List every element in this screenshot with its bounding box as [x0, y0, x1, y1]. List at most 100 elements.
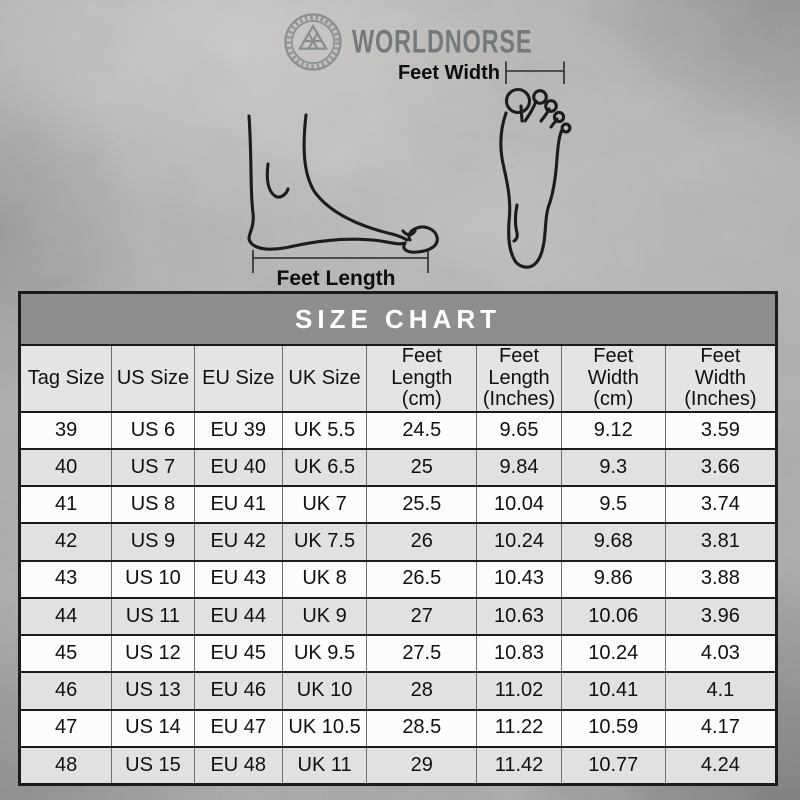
table-cell-tag-size: 45: [21, 636, 113, 672]
table-cell-feet-width-inches: 4.1: [706, 679, 735, 702]
column-header-feet-length-inches: Feet Length (Inches): [477, 345, 562, 411]
table-cell-feet-width-cm: 9.12: [562, 412, 666, 448]
table-cell-us-size: US 11: [112, 598, 195, 635]
table-cell-feet-length-inches: 10.24: [477, 524, 562, 560]
table-cell-feet-length-cm: 27.5: [367, 636, 478, 672]
table-cell-feet-width-inches: 4.17: [700, 716, 740, 739]
table-cell-feet-length-inches: 10.43: [477, 561, 562, 597]
table-cell-feet-length-inches: 10.83: [477, 636, 562, 672]
table-cell-feet-length-cm: 26.5: [367, 561, 478, 597]
table-row: 41 US 8 EU 41 UK 7 25.5 10.04 9.5 3.74: [21, 487, 775, 525]
table-cell-tag-size: 48: [21, 747, 113, 783]
table-cell-feet-length-cm: 29: [367, 747, 478, 783]
brand-header: WORLDNORSE: [283, 11, 589, 73]
table-header-row: Tag Size US Size EU Size UK Size Feet Length(…: [21, 345, 775, 413]
top-foot-illustration: [499, 87, 572, 269]
table-cell-us-size: US 8: [112, 487, 195, 523]
table-row: 42 US 9 EU 42 UK 7.5 26 10.24 9.68 3.81: [21, 524, 775, 562]
table-cell-feet-width-cm: 10.06: [562, 598, 666, 635]
column-header-us-size: US Size: [112, 346, 195, 411]
table-cell-feet-length-inches: 11.02: [477, 673, 562, 709]
table-cell-feet-width-inches: 3.81: [700, 530, 740, 553]
table-row: 46 US 13 EU 46 UK 10 28 11.02 10.41 4.1: [21, 673, 775, 711]
table-cell-feet-width-cm: 10.24: [562, 636, 666, 672]
table-cell-eu-size: EU 47: [195, 710, 283, 746]
table-row: 40 US 7 EU 40 UK 6.5 25 9.84 9.3 3.66: [21, 450, 775, 488]
table-cell-us-size: US 15: [112, 747, 195, 783]
size-chart-table: SIZE CHART Tag Size US Size EU Size UK Size…: [18, 291, 778, 786]
table-cell-feet-width-inches: 3.88: [700, 567, 740, 590]
table-cell-feet-length-cm: 25: [367, 450, 478, 486]
column-header-feet-width-cm: Feet Width (cm): [562, 345, 666, 411]
table-cell-tag-size: 47: [21, 710, 113, 746]
table-cell-feet-width-cm: 10.41: [562, 673, 666, 709]
table-cell-feet-width-inches: 4.03: [700, 641, 740, 664]
table-cell-eu-size: EU 45: [195, 636, 283, 672]
table-cell-uk-size: UK 6.5: [283, 450, 368, 486]
side-foot-illustration: [247, 113, 439, 254]
table-cell-uk-size: UK 7: [283, 487, 368, 523]
table-cell-uk-size: UK 9.5: [283, 636, 368, 672]
column-header-eu-size: EU Size: [195, 346, 283, 411]
table-cell-feet-width-cm: 9.3: [562, 450, 666, 486]
table-cell-feet-length-cm: 28.5: [367, 710, 478, 746]
table-cell-uk-size: UK 5.5: [283, 412, 368, 448]
table-cell-us-size: US 7: [112, 450, 195, 486]
table-cell-feet-length-cm: 28: [367, 673, 478, 709]
table-cell-feet-length-cm: 25.5: [367, 487, 478, 523]
table-cell-feet-width-cm: 10.77: [562, 747, 666, 783]
size-chart-title: SIZE CHART: [295, 303, 501, 334]
table-row: 47 US 14 EU 47 UK 10.5 28.5 11.22 10.59 4.17: [21, 710, 775, 748]
table-cell-feet-width-cm: 10.59: [562, 710, 666, 746]
table-cell-feet-width-cm: 9.5: [562, 487, 666, 523]
table-row: 48 US 15 EU 48 UK 11 29 11.42 10.77 4.24: [21, 747, 775, 783]
table-cell-tag-size: 43: [21, 561, 113, 597]
table-cell-uk-size: UK 11: [283, 747, 368, 783]
column-header-feet-length-cm: Feet Length (cm): [367, 345, 478, 411]
table-cell-uk-size: UK 9: [283, 598, 368, 635]
table-row: 39 US 6 EU 39 UK 5.5 24.5 9.65 9.12 3.59: [21, 412, 775, 450]
table-cell-feet-length-inches: 10.04: [477, 487, 562, 523]
table-cell-us-size: US 6: [112, 412, 195, 448]
table-cell-feet-width-inches: 3.59: [700, 418, 740, 441]
table-cell-feet-width-cm: 9.68: [562, 524, 666, 560]
table-cell-uk-size: UK 8: [283, 561, 368, 597]
table-cell-eu-size: EU 48: [195, 747, 283, 783]
table-cell-eu-size: EU 39: [195, 412, 283, 448]
table-cell-feet-width-inches: 4.24: [700, 753, 740, 776]
table-cell-feet-width-cm: 9.86: [562, 561, 666, 597]
table-cell-feet-length-cm: 27: [367, 598, 478, 635]
table-row: 43 US 10 EU 43 UK 8 26.5 10.43 9.86 3.88: [21, 561, 775, 599]
table-cell-eu-size: EU 44: [195, 598, 283, 635]
table-cell-uk-size: UK 7.5: [283, 524, 368, 560]
table-cell-feet-width-inches: 3.74: [700, 493, 740, 516]
table-cell-tag-size: 42: [21, 524, 113, 560]
valknut-logo-icon: [284, 13, 342, 71]
table-cell-us-size: US 12: [112, 636, 195, 672]
table-cell-feet-length-inches: 9.65: [477, 412, 562, 448]
table-cell-eu-size: EU 42: [195, 524, 283, 560]
table-cell-feet-length-cm: 26: [367, 524, 478, 560]
feet-length-label: Feet Length: [277, 267, 396, 290]
column-header-uk-size: UK Size: [283, 346, 368, 411]
table-cell-tag-size: 46: [21, 673, 113, 709]
size-chart-title-band: SIZE CHART: [21, 294, 775, 346]
table-cell-feet-length-inches: 9.84: [477, 450, 562, 486]
table-cell-tag-size: 41: [21, 487, 113, 523]
table-cell-feet-length-cm: 24.5: [367, 412, 478, 448]
table-cell-tag-size: 44: [21, 598, 113, 635]
table-cell-feet-length-inches: 11.42: [477, 747, 562, 783]
table-cell-uk-size: UK 10: [283, 673, 368, 709]
table-cell-tag-size: 39: [21, 412, 113, 448]
table-body: 39 US 6 EU 39 UK 5.5 24.5 9.65 9.12 3.59 40 US 7 E…: [21, 412, 775, 783]
table-cell-us-size: US 10: [112, 561, 195, 597]
table-cell-eu-size: EU 43: [195, 561, 283, 597]
table-cell-feet-width-inches: 3.66: [700, 455, 740, 478]
table-row: 45 US 12 EU 45 UK 9.5 27.5 10.83 10.24 4.03: [21, 636, 775, 674]
table-cell-uk-size: UK 10.5: [283, 710, 368, 746]
column-header-feet-width-inches: Feet Width (Inches): [684, 345, 757, 411]
table-cell-feet-width-inches: 3.96: [700, 604, 740, 627]
table-cell-feet-length-inches: 10.63: [477, 598, 562, 635]
table-cell-tag-size: 40: [21, 450, 113, 486]
